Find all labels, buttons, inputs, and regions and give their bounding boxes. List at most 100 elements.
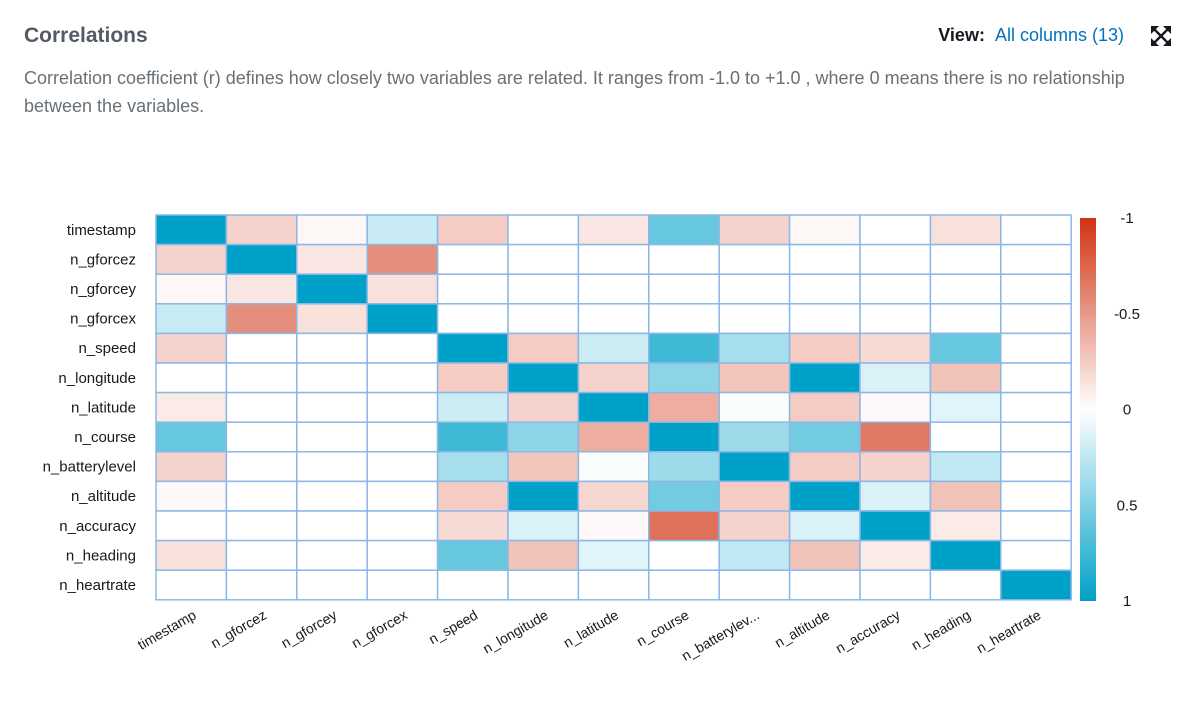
heatmap-cell-n_altitude-n_heartrate[interactable] bbox=[1000, 480, 1072, 512]
heatmap-cell-n_latitude-n_gforcey[interactable] bbox=[296, 391, 368, 423]
heatmap-cell-n_longitude-n_gforcez[interactable] bbox=[225, 362, 298, 394]
heatmap-cell-n_heading-n_batterylev...[interactable] bbox=[718, 539, 791, 571]
heatmap-cell-timestamp-n_gforcex[interactable] bbox=[366, 214, 439, 246]
heatmap-cell-n_gforcex-n_speed[interactable] bbox=[436, 303, 509, 335]
heatmap-cell-n_gforcez-n_heartrate[interactable] bbox=[1000, 243, 1072, 275]
heatmap-cell-n_batterylevel-n_latitude[interactable] bbox=[577, 451, 650, 483]
heatmap-cell-n_latitude-n_heartrate[interactable] bbox=[1000, 391, 1072, 423]
heatmap-cell-n_accuracy-n_latitude[interactable] bbox=[577, 510, 650, 542]
heatmap-cell-n_speed-n_course[interactable] bbox=[648, 332, 720, 364]
heatmap-cell-timestamp-n_gforcey[interactable] bbox=[296, 214, 368, 246]
heatmap-cell-n_heading-n_speed[interactable] bbox=[436, 539, 509, 571]
heatmap-cell-n_longitude-n_longitude[interactable] bbox=[507, 362, 580, 394]
heatmap-cell-n_course-n_gforcez[interactable] bbox=[225, 421, 298, 453]
heatmap-cell-n_heartrate-n_gforcez[interactable] bbox=[225, 569, 298, 601]
heatmap-cell-n_latitude-n_heading[interactable] bbox=[929, 391, 1002, 423]
heatmap-cell-n_longitude-n_latitude[interactable] bbox=[577, 362, 650, 394]
heatmap-cell-n_altitude-n_gforcex[interactable] bbox=[366, 480, 439, 512]
heatmap-cell-n_speed-n_accuracy[interactable] bbox=[859, 332, 932, 364]
heatmap-cell-n_accuracy-timestamp[interactable] bbox=[155, 510, 228, 542]
heatmap-cell-n_latitude-n_altitude[interactable] bbox=[788, 391, 861, 423]
heatmap-cell-n_gforcex-n_accuracy[interactable] bbox=[859, 303, 932, 335]
heatmap-cell-n_accuracy-n_heartrate[interactable] bbox=[1000, 510, 1072, 542]
heatmap-cell-n_speed-n_latitude[interactable] bbox=[577, 332, 650, 364]
heatmap-cell-n_heading-timestamp[interactable] bbox=[155, 539, 228, 571]
heatmap-cell-n_heartrate-n_gforcey[interactable] bbox=[296, 569, 368, 601]
heatmap-cell-n_gforcez-n_speed[interactable] bbox=[436, 243, 509, 275]
heatmap-cell-n_gforcex-n_longitude[interactable] bbox=[507, 303, 580, 335]
heatmap-cell-n_batterylevel-n_gforcez[interactable] bbox=[225, 451, 298, 483]
heatmap-cell-n_altitude-n_latitude[interactable] bbox=[577, 480, 650, 512]
heatmap-cell-n_longitude-n_heartrate[interactable] bbox=[1000, 362, 1072, 394]
heatmap-cell-n_course-n_speed[interactable] bbox=[436, 421, 509, 453]
heatmap-cell-n_latitude-n_speed[interactable] bbox=[436, 391, 509, 423]
heatmap-cell-timestamp-n_course[interactable] bbox=[648, 214, 720, 246]
heatmap-cell-n_heartrate-n_heartrate[interactable] bbox=[1000, 569, 1072, 601]
heatmap-cell-n_altitude-n_longitude[interactable] bbox=[507, 480, 580, 512]
heatmap-cell-n_batterylevel-n_altitude[interactable] bbox=[788, 451, 861, 483]
heatmap-cell-n_altitude-timestamp[interactable] bbox=[155, 480, 228, 512]
heatmap-cell-n_longitude-n_accuracy[interactable] bbox=[859, 362, 932, 394]
heatmap-cell-n_longitude-n_course[interactable] bbox=[648, 362, 720, 394]
heatmap-cell-n_speed-timestamp[interactable] bbox=[155, 332, 228, 364]
heatmap-cell-n_gforcez-n_longitude[interactable] bbox=[507, 243, 580, 275]
heatmap-cell-n_latitude-n_accuracy[interactable] bbox=[859, 391, 932, 423]
heatmap-cell-n_gforcey-n_batterylev...[interactable] bbox=[718, 273, 791, 305]
heatmap-cell-n_course-timestamp[interactable] bbox=[155, 421, 228, 453]
heatmap-cell-n_heartrate-n_course[interactable] bbox=[648, 569, 720, 601]
view-columns-link[interactable]: All columns (13) bbox=[994, 25, 1124, 45]
heatmap-cell-n_heartrate-n_speed[interactable] bbox=[436, 569, 509, 601]
heatmap-cell-n_gforcey-n_longitude[interactable] bbox=[507, 273, 580, 305]
heatmap-cell-n_gforcez-n_gforcey[interactable] bbox=[296, 243, 368, 275]
heatmap-cell-n_speed-n_longitude[interactable] bbox=[507, 332, 580, 364]
heatmap-cell-n_altitude-n_course[interactable] bbox=[648, 480, 720, 512]
heatmap-cell-n_accuracy-n_gforcey[interactable] bbox=[296, 510, 368, 542]
heatmap-cell-n_accuracy-n_speed[interactable] bbox=[436, 510, 509, 542]
heatmap-cell-timestamp-n_latitude[interactable] bbox=[577, 214, 650, 246]
heatmap-cell-n_latitude-n_gforcez[interactable] bbox=[225, 391, 298, 423]
heatmap-cell-n_gforcex-n_heading[interactable] bbox=[929, 303, 1002, 335]
heatmap-cell-n_gforcex-n_gforcez[interactable] bbox=[225, 303, 298, 335]
heatmap-cell-n_batterylevel-n_heartrate[interactable] bbox=[1000, 451, 1072, 483]
heatmap-cell-n_gforcez-n_latitude[interactable] bbox=[577, 243, 650, 275]
heatmap-cell-n_longitude-n_heading[interactable] bbox=[929, 362, 1002, 394]
heatmap-cell-n_gforcex-n_batterylev...[interactable] bbox=[718, 303, 791, 335]
heatmap-cell-n_gforcey-n_course[interactable] bbox=[648, 273, 720, 305]
heatmap-cell-timestamp-n_gforcez[interactable] bbox=[225, 214, 298, 246]
heatmap-cell-n_gforcey-n_gforcex[interactable] bbox=[366, 273, 439, 305]
heatmap-cell-n_gforcex-n_altitude[interactable] bbox=[788, 303, 861, 335]
heatmap-cell-n_gforcez-n_course[interactable] bbox=[648, 243, 720, 275]
expand-icon[interactable] bbox=[1150, 25, 1172, 47]
heatmap-cell-n_longitude-n_gforcey[interactable] bbox=[296, 362, 368, 394]
heatmap-cell-n_batterylevel-n_longitude[interactable] bbox=[507, 451, 580, 483]
heatmap-cell-n_speed-n_gforcez[interactable] bbox=[225, 332, 298, 364]
heatmap-cell-n_altitude-n_gforcez[interactable] bbox=[225, 480, 298, 512]
heatmap-cell-n_heading-n_gforcey[interactable] bbox=[296, 539, 368, 571]
heatmap-cell-n_heartrate-n_longitude[interactable] bbox=[507, 569, 580, 601]
heatmap-cell-n_accuracy-n_accuracy[interactable] bbox=[859, 510, 932, 542]
heatmap-cell-n_accuracy-n_longitude[interactable] bbox=[507, 510, 580, 542]
heatmap-cell-n_gforcez-timestamp[interactable] bbox=[155, 243, 228, 275]
heatmap-cell-n_heading-n_longitude[interactable] bbox=[507, 539, 580, 571]
heatmap-cell-n_course-n_accuracy[interactable] bbox=[859, 421, 932, 453]
heatmap-cell-n_speed-n_altitude[interactable] bbox=[788, 332, 861, 364]
heatmap-cell-n_altitude-n_gforcey[interactable] bbox=[296, 480, 368, 512]
heatmap-cell-n_gforcey-n_altitude[interactable] bbox=[788, 273, 861, 305]
heatmap-cell-n_batterylevel-n_speed[interactable] bbox=[436, 451, 509, 483]
heatmap-cell-n_batterylevel-timestamp[interactable] bbox=[155, 451, 228, 483]
heatmap-cell-n_altitude-n_heading[interactable] bbox=[929, 480, 1002, 512]
heatmap-cell-n_gforcez-n_heading[interactable] bbox=[929, 243, 1002, 275]
heatmap-cell-n_batterylevel-n_batterylev...[interactable] bbox=[718, 451, 791, 483]
heatmap-cell-n_accuracy-n_heading[interactable] bbox=[929, 510, 1002, 542]
heatmap-cell-n_heading-n_heading[interactable] bbox=[929, 539, 1002, 571]
heatmap-cell-n_heartrate-n_gforcex[interactable] bbox=[366, 569, 439, 601]
heatmap-cell-n_course-n_heartrate[interactable] bbox=[1000, 421, 1072, 453]
heatmap-cell-n_longitude-n_gforcex[interactable] bbox=[366, 362, 439, 394]
heatmap-cell-n_gforcey-n_heading[interactable] bbox=[929, 273, 1002, 305]
heatmap-cell-n_gforcey-n_gforcez[interactable] bbox=[225, 273, 298, 305]
heatmap-cell-n_course-n_course[interactable] bbox=[648, 421, 720, 453]
heatmap-cell-n_speed-n_speed[interactable] bbox=[436, 332, 509, 364]
heatmap-cell-n_gforcez-n_altitude[interactable] bbox=[788, 243, 861, 275]
heatmap-cell-n_longitude-timestamp[interactable] bbox=[155, 362, 228, 394]
heatmap-cell-n_course-n_gforcex[interactable] bbox=[366, 421, 439, 453]
